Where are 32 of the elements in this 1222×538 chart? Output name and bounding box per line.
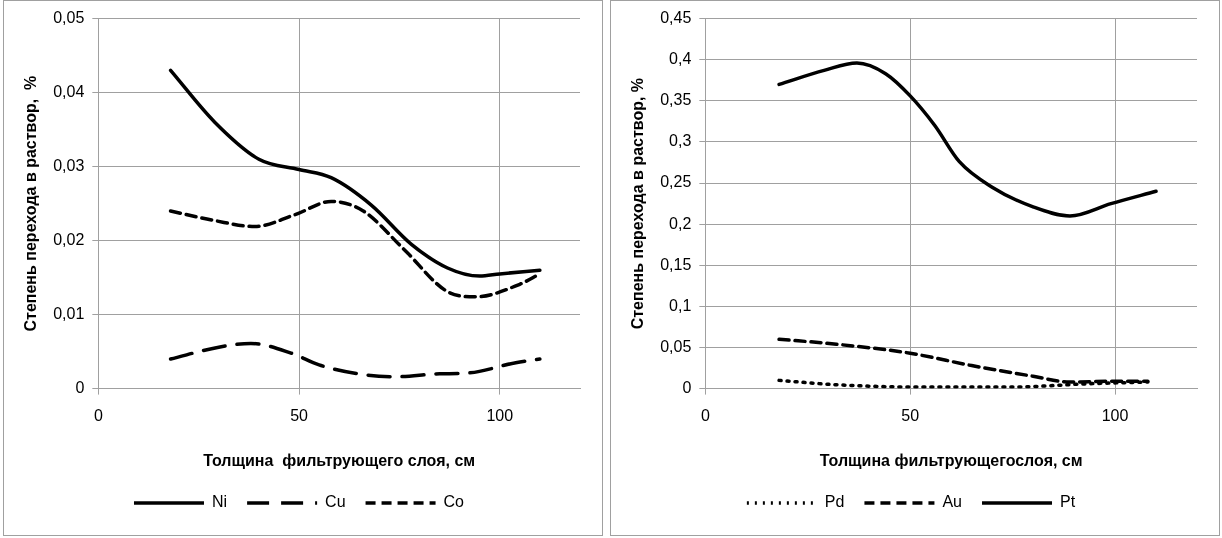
x-axis-title: Толщина фильтрующего слоя, см: [203, 451, 476, 469]
x-tick-label: 100: [1101, 406, 1129, 424]
x-tick-label: 0: [700, 406, 710, 424]
y-tick-label: 0,05: [53, 9, 85, 27]
y-tick-label: 0: [75, 379, 85, 397]
x-tick-label: 50: [290, 406, 309, 424]
x-axis-title: Толщина фильтрующегослоя, см: [819, 451, 1083, 469]
y-tick-label: 0,2: [669, 214, 692, 232]
y-tick-label: 0,35: [660, 91, 692, 109]
y-tick-label: 0,3: [669, 132, 692, 150]
y-tick-label: 0,1: [669, 296, 692, 314]
y-tick-label: 0,4: [669, 50, 692, 68]
y-tick-label: 0,02: [53, 231, 85, 249]
legend-label: Ni: [211, 493, 228, 511]
legend-label: Pd: [824, 493, 845, 511]
y-axis-title: Степень перехода в раствор, %: [629, 77, 647, 330]
y-axis-title: Степень перехода в раствор, %: [22, 75, 40, 332]
y-tick-label: 0,45: [660, 9, 692, 27]
y-tick-label: 0,03: [53, 157, 85, 175]
y-tick-label: 0: [682, 379, 692, 397]
x-tick-label: 0: [93, 406, 103, 424]
y-tick-label: 0,01: [53, 305, 85, 323]
legend-label: Co: [443, 493, 465, 511]
x-tick-label: 50: [901, 406, 920, 424]
y-tick-label: 0,05: [660, 337, 692, 355]
y-tick-label: 0,25: [660, 173, 692, 191]
legend-label: Pt: [1060, 493, 1076, 511]
legend-label: Au: [942, 493, 963, 511]
legend-label: Cu: [325, 493, 346, 511]
x-tick-label: 100: [486, 406, 514, 424]
y-tick-label: 0,15: [660, 255, 692, 273]
y-tick-label: 0,04: [53, 83, 85, 101]
